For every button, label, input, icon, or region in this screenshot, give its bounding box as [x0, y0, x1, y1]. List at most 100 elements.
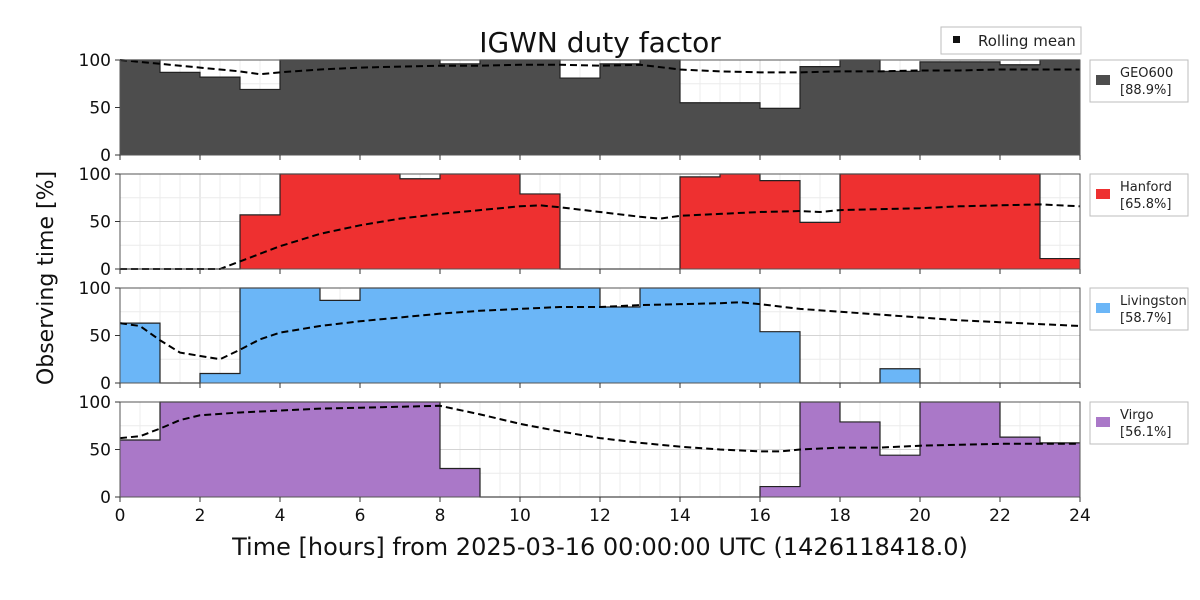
bar-hanford-14: [680, 176, 720, 269]
chart-title: IGWN duty factor: [479, 26, 721, 59]
bar-livingston-11: [560, 288, 600, 383]
y-tick-label: 0: [100, 146, 111, 166]
bar-virgo-18: [840, 421, 880, 497]
bar-virgo-16: [760, 486, 800, 497]
bar-geo600-5: [320, 60, 360, 155]
bar-livingston-10: [520, 288, 560, 383]
bar-livingston-13: [640, 288, 680, 383]
bar-hanford-4: [280, 174, 320, 269]
x-tick-label: 12: [589, 506, 611, 526]
bar-hanford-20: [920, 174, 960, 269]
panel-geo600: 0 50 100 GEO600 [88.9%]: [79, 51, 1189, 166]
bar-geo600-1: [160, 72, 200, 155]
legend-series-name: Hanford: [1120, 180, 1172, 195]
x-tick-label: 6: [355, 506, 366, 526]
y-tick-label: 100: [79, 165, 111, 185]
bar-virgo-4: [280, 402, 320, 497]
bar-livingston-6: [360, 288, 400, 383]
bar-hanford-7: [400, 178, 440, 269]
panel-virgo: 0 50 100 Virgo [56.1%]: [79, 393, 1189, 508]
y-tick-label: 100: [79, 51, 111, 71]
bar-hanford-19: [880, 174, 920, 269]
bar-geo600-21: [960, 61, 1000, 155]
step-outline-livingston: [120, 287, 1080, 384]
bar-hanford-8: [440, 174, 480, 269]
x-tick-label: 10: [509, 506, 531, 526]
x-tick-label: 18: [829, 506, 851, 526]
bar-virgo-3: [240, 402, 280, 497]
bar-livingston-4: [280, 288, 320, 383]
chart-panels: 050100GEO600[88.9%]050100Hanford[65.8%]0…: [79, 51, 1189, 508]
bar-geo600-20: [920, 61, 960, 155]
y-tick-label: 0: [100, 374, 111, 394]
bar-hanford-23: [1040, 258, 1080, 269]
bar-geo600-16: [760, 108, 800, 155]
bar-hanford-21: [960, 174, 1000, 269]
bar-geo600-19: [880, 71, 920, 155]
bar-virgo-2: [200, 402, 240, 497]
legend-swatch: [1096, 75, 1110, 85]
bar-geo600-14: [680, 102, 720, 155]
bar-geo600-8: [440, 63, 480, 155]
bar-geo600-3: [240, 89, 280, 155]
bar-geo600-10: [520, 60, 560, 155]
x-tick-label: 20: [909, 506, 931, 526]
bar-hanford-16: [760, 180, 800, 269]
x-tick-label: 14: [669, 506, 691, 526]
bar-livingston-8: [440, 288, 480, 383]
legend-livingston: Livingston [58.7%]: [1089, 287, 1189, 331]
bar-hanford-5: [320, 174, 360, 269]
bar-geo600-22: [1000, 64, 1040, 155]
legend-series-summary: [56.1%]: [1120, 425, 1171, 440]
bar-virgo-6: [360, 402, 400, 497]
bar-virgo-22: [1000, 437, 1040, 497]
bar-virgo-0: [120, 440, 160, 497]
rolling-mean-legend: Rolling mean: [940, 26, 1082, 55]
legend-hanford: Hanford [65.8%]: [1089, 173, 1189, 217]
bar-geo600-15: [720, 102, 760, 155]
bar-virgo-5: [320, 402, 360, 497]
bar-geo600-11: [560, 78, 600, 155]
panel-hanford: 0 50 100 Hanford [65.8%]: [79, 165, 1189, 280]
x-axis: 0 2 4 6 8 10 12 14 16 18 20 22 24: [115, 506, 1091, 526]
legend-series-name: Virgo: [1120, 408, 1154, 423]
rolling-mean-line-livingston: [119, 301, 1081, 361]
y-tick-label: 50: [89, 441, 111, 461]
bar-geo600-9: [480, 60, 520, 155]
bar-virgo-23: [1040, 442, 1080, 497]
legend-virgo: Virgo [56.1%]: [1089, 401, 1189, 445]
bar-virgo-21: [960, 402, 1000, 497]
legend-swatch: [1096, 303, 1110, 313]
bar-hanford-10: [520, 193, 560, 269]
bar-livingston-7: [400, 288, 440, 383]
bar-livingston-9: [480, 288, 520, 383]
bar-geo600-4: [280, 60, 320, 155]
legend-series-name: Livingston: [1120, 294, 1187, 309]
legend-geo600: GEO600 [88.9%]: [1089, 59, 1189, 103]
legend-swatch: [1096, 417, 1110, 427]
bar-geo600-13: [640, 60, 680, 155]
bar-virgo-20: [920, 402, 960, 497]
rolling-mean-line-hanford: [120, 203, 1081, 270]
y-tick-label: 100: [79, 279, 111, 299]
legend-series-summary: [65.8%]: [1120, 197, 1171, 212]
bar-virgo-7: [400, 402, 440, 497]
bar-geo600-0: [120, 60, 160, 155]
bar-geo600-23: [1040, 60, 1080, 155]
x-tick-label: 16: [749, 506, 771, 526]
bar-livingston-19: [880, 368, 920, 383]
bar-hanford-3: [240, 214, 280, 269]
x-axis-label: Time [hours] from 2025-03-16 00:00:00 UT…: [231, 533, 968, 561]
y-tick-label: 50: [89, 327, 111, 347]
legend-series-name: GEO600: [1120, 66, 1173, 81]
bar-livingston-5: [320, 300, 360, 383]
y-tick-label: 50: [89, 213, 111, 233]
bar-geo600-18: [840, 60, 880, 155]
x-tick-label: 8: [435, 506, 446, 526]
x-tick-label: 0: [115, 506, 126, 526]
x-tick-label: 2: [195, 506, 206, 526]
bar-virgo-8: [440, 468, 480, 497]
bar-geo600-7: [400, 60, 440, 155]
rolling-mean-legend-marker: [953, 36, 960, 43]
